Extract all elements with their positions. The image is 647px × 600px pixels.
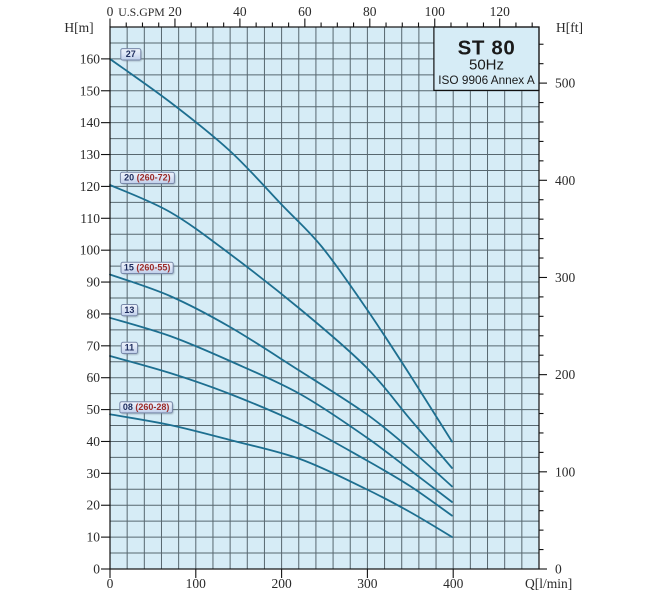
svg-text:U.S.GPM: U.S.GPM	[118, 5, 165, 19]
svg-text:160: 160	[80, 51, 101, 66]
svg-text:08 (260-28): 08 (260-28)	[123, 402, 170, 412]
svg-text:0: 0	[107, 576, 114, 591]
svg-text:20: 20	[87, 498, 101, 513]
svg-text:0: 0	[93, 562, 100, 577]
svg-text:40: 40	[87, 434, 101, 449]
svg-text:Q[l/min]: Q[l/min]	[525, 576, 572, 591]
svg-text:50: 50	[87, 402, 101, 417]
svg-text:0: 0	[107, 4, 114, 19]
svg-text:80: 80	[87, 306, 101, 321]
svg-text:40: 40	[233, 4, 247, 19]
svg-text:30: 30	[87, 466, 101, 481]
svg-text:H[m]: H[m]	[64, 20, 93, 35]
svg-text:100: 100	[425, 4, 446, 19]
svg-text:120: 120	[80, 179, 101, 194]
svg-text:200: 200	[555, 367, 576, 382]
svg-text:60: 60	[298, 4, 312, 19]
svg-text:15 (260-55): 15 (260-55)	[124, 263, 171, 273]
svg-text:20 (260-72): 20 (260-72)	[124, 173, 171, 183]
svg-text:200: 200	[271, 576, 292, 591]
svg-text:ISO 9906 Annex A: ISO 9906 Annex A	[438, 73, 535, 87]
svg-text:20: 20	[168, 4, 182, 19]
svg-text:300: 300	[555, 270, 576, 285]
svg-text:150: 150	[80, 83, 101, 98]
svg-text:300: 300	[357, 576, 378, 591]
svg-text:110: 110	[80, 211, 100, 226]
svg-text:11: 11	[125, 343, 135, 353]
svg-text:0: 0	[555, 562, 562, 577]
svg-text:130: 130	[80, 147, 101, 162]
svg-text:10: 10	[87, 530, 101, 545]
svg-text:120: 120	[490, 4, 511, 19]
svg-text:100: 100	[555, 464, 576, 479]
svg-text:80: 80	[363, 4, 377, 19]
svg-text:27: 27	[126, 49, 136, 59]
svg-text:13: 13	[124, 305, 134, 315]
svg-text:100: 100	[186, 576, 207, 591]
svg-text:400: 400	[555, 173, 576, 188]
svg-text:500: 500	[555, 76, 576, 91]
svg-text:ST 80: ST 80	[458, 37, 516, 60]
svg-text:70: 70	[87, 338, 101, 353]
svg-text:60: 60	[87, 370, 101, 385]
svg-text:H[ft]: H[ft]	[556, 20, 583, 35]
svg-text:100: 100	[80, 243, 101, 258]
svg-text:400: 400	[443, 576, 464, 591]
svg-text:90: 90	[87, 275, 101, 290]
svg-text:140: 140	[80, 115, 101, 130]
svg-text:50Hz: 50Hz	[469, 57, 504, 74]
